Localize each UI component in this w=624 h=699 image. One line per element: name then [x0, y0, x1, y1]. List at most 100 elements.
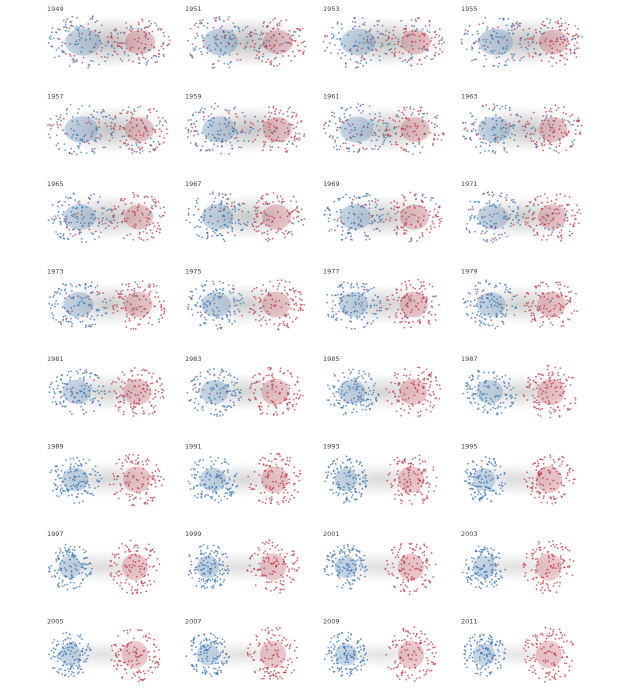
node [259, 34, 262, 36]
node [187, 306, 190, 308]
node [121, 211, 124, 214]
node [265, 193, 268, 196]
node [116, 304, 118, 306]
node [273, 140, 275, 142]
node [223, 123, 226, 125]
node [437, 211, 439, 214]
node [93, 379, 96, 382]
network-panel: 1977 [323, 268, 440, 330]
node [361, 17, 364, 19]
node [71, 214, 73, 217]
node [48, 391, 51, 394]
node [218, 123, 221, 126]
node [471, 388, 474, 390]
node [489, 34, 492, 36]
node [371, 401, 373, 404]
node [360, 206, 363, 208]
node [424, 399, 427, 401]
node [264, 319, 267, 322]
node [276, 195, 279, 197]
node [100, 135, 103, 137]
node [271, 373, 274, 375]
node [414, 226, 417, 228]
node [374, 198, 377, 201]
node [514, 397, 516, 400]
node [372, 214, 374, 217]
node [502, 126, 505, 129]
node [510, 222, 513, 225]
node [327, 315, 330, 318]
node [145, 33, 148, 36]
node [298, 35, 300, 37]
node [234, 122, 236, 125]
node [189, 142, 192, 144]
node [287, 33, 290, 35]
node [406, 143, 408, 146]
node [154, 296, 157, 298]
node [523, 129, 525, 132]
core [65, 28, 101, 56]
node [76, 145, 79, 148]
node [221, 193, 224, 196]
node [229, 141, 232, 144]
node [71, 322, 73, 325]
node [557, 208, 560, 211]
node [567, 318, 569, 320]
node [296, 207, 298, 210]
node [237, 140, 239, 142]
node [563, 285, 566, 287]
node [155, 285, 158, 287]
node [396, 226, 399, 229]
node [569, 297, 572, 299]
node [389, 43, 391, 45]
node [123, 237, 125, 240]
node [414, 124, 417, 127]
node [397, 125, 400, 128]
node [187, 129, 190, 132]
node [430, 374, 432, 376]
node [47, 219, 50, 222]
node [228, 318, 231, 321]
node [221, 368, 223, 370]
node [219, 48, 222, 50]
node [438, 218, 441, 221]
node [469, 385, 471, 388]
node [376, 227, 379, 230]
node [59, 292, 61, 295]
node [422, 315, 425, 318]
node [395, 312, 398, 314]
node [534, 29, 537, 31]
node [403, 409, 406, 412]
node [241, 314, 244, 317]
node [231, 322, 234, 325]
node [91, 60, 94, 63]
node [400, 19, 403, 22]
node [224, 408, 227, 411]
node [556, 281, 559, 283]
node [494, 133, 497, 136]
node [85, 122, 88, 125]
node [139, 134, 142, 137]
node [519, 43, 521, 45]
node [93, 318, 96, 321]
node [131, 116, 133, 118]
node [362, 103, 364, 106]
node [302, 223, 305, 226]
node [539, 195, 542, 197]
node [207, 133, 210, 136]
node [232, 401, 235, 404]
node [148, 317, 151, 319]
node [299, 49, 302, 52]
node [89, 384, 92, 387]
node [411, 56, 414, 59]
node [417, 411, 419, 414]
node [567, 40, 569, 43]
node [486, 411, 489, 413]
node [253, 295, 256, 298]
node [133, 212, 136, 215]
node [382, 141, 385, 144]
node [153, 128, 156, 131]
node [84, 134, 87, 137]
node [465, 382, 468, 384]
node [436, 125, 438, 128]
